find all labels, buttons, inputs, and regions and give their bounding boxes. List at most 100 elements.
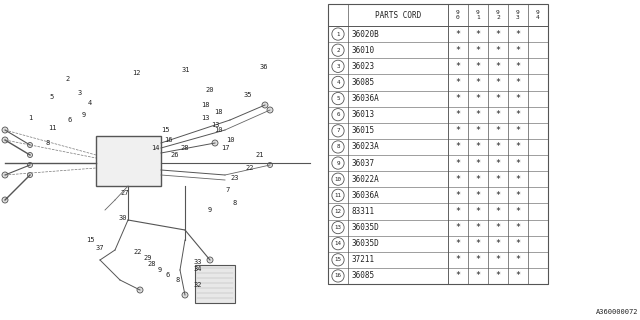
Circle shape	[2, 197, 8, 203]
Text: 2: 2	[66, 76, 70, 82]
Text: 6: 6	[166, 272, 170, 278]
Bar	[328, 4, 548, 284]
Circle shape	[268, 163, 273, 167]
Text: *: *	[456, 207, 461, 216]
Text: 37: 37	[96, 245, 104, 251]
Text: 6: 6	[68, 117, 72, 123]
Text: *: *	[515, 46, 520, 55]
Text: 28: 28	[148, 261, 156, 267]
Text: 13: 13	[211, 122, 220, 128]
Text: *: *	[456, 126, 461, 135]
Text: *: *	[476, 239, 481, 248]
Text: *: *	[456, 175, 461, 184]
Text: 9
1: 9 1	[476, 10, 480, 20]
Text: 15: 15	[335, 257, 342, 262]
Text: 13: 13	[201, 115, 209, 121]
Text: *: *	[515, 110, 520, 119]
Text: 27: 27	[121, 190, 129, 196]
Text: 7: 7	[336, 128, 340, 133]
Circle shape	[28, 163, 33, 167]
Text: 8: 8	[336, 144, 340, 149]
Circle shape	[2, 137, 8, 143]
Text: 36022A: 36022A	[352, 175, 380, 184]
Text: 36085: 36085	[352, 271, 375, 280]
Circle shape	[267, 107, 273, 113]
Text: 29: 29	[144, 255, 152, 261]
Text: 8: 8	[176, 277, 180, 283]
Text: 36023: 36023	[352, 62, 375, 71]
Text: *: *	[476, 62, 481, 71]
Text: *: *	[515, 207, 520, 216]
Text: A360000072: A360000072	[595, 309, 638, 315]
Text: *: *	[476, 29, 481, 39]
Text: *: *	[476, 175, 481, 184]
Text: 9
2: 9 2	[496, 10, 500, 20]
Text: *: *	[495, 207, 500, 216]
Text: 2: 2	[336, 48, 340, 53]
Text: *: *	[456, 239, 461, 248]
Text: 37211: 37211	[352, 255, 375, 264]
Text: 11: 11	[48, 125, 56, 131]
Text: *: *	[495, 223, 500, 232]
Text: *: *	[456, 110, 461, 119]
Text: *: *	[456, 255, 461, 264]
Bar	[195, 265, 235, 303]
Text: 16: 16	[335, 273, 342, 278]
Text: *: *	[456, 142, 461, 151]
Text: 20: 20	[205, 87, 214, 93]
Text: 15: 15	[86, 237, 94, 243]
Text: *: *	[456, 94, 461, 103]
Text: *: *	[495, 271, 500, 280]
Text: 26: 26	[171, 152, 179, 158]
Text: *: *	[495, 159, 500, 168]
Text: *: *	[476, 46, 481, 55]
Text: 8: 8	[46, 140, 50, 146]
Text: *: *	[515, 191, 520, 200]
Text: 36085: 36085	[352, 78, 375, 87]
Text: *: *	[515, 255, 520, 264]
Text: *: *	[495, 255, 500, 264]
Text: 15: 15	[161, 127, 169, 133]
Text: 12: 12	[335, 209, 342, 214]
Text: *: *	[476, 271, 481, 280]
Text: *: *	[476, 159, 481, 168]
Text: 9: 9	[82, 112, 86, 118]
Text: 4: 4	[88, 100, 92, 106]
Circle shape	[207, 257, 213, 263]
Circle shape	[137, 287, 143, 293]
Text: 36036A: 36036A	[352, 94, 380, 103]
Text: 36015: 36015	[352, 126, 375, 135]
Text: 16: 16	[164, 137, 172, 143]
Text: 9: 9	[336, 161, 340, 165]
Circle shape	[212, 140, 218, 146]
Text: *: *	[515, 159, 520, 168]
Text: *: *	[515, 223, 520, 232]
Text: *: *	[495, 46, 500, 55]
Text: 17: 17	[221, 145, 229, 151]
Text: *: *	[456, 223, 461, 232]
Text: *: *	[476, 207, 481, 216]
Text: *: *	[515, 62, 520, 71]
Text: *: *	[495, 126, 500, 135]
Text: PARTS CORD: PARTS CORD	[375, 11, 421, 20]
Text: 1: 1	[336, 32, 340, 36]
Text: *: *	[495, 191, 500, 200]
Text: *: *	[495, 29, 500, 39]
Text: 28: 28	[180, 145, 189, 151]
Text: *: *	[515, 94, 520, 103]
Circle shape	[2, 172, 8, 178]
Text: 4: 4	[336, 80, 340, 85]
Text: *: *	[495, 62, 500, 71]
Text: *: *	[515, 29, 520, 39]
Bar	[96, 136, 161, 186]
Text: *: *	[476, 223, 481, 232]
Text: 6: 6	[336, 112, 340, 117]
Text: *: *	[476, 142, 481, 151]
Text: *: *	[456, 29, 461, 39]
Text: *: *	[456, 78, 461, 87]
Text: *: *	[476, 255, 481, 264]
Text: 12: 12	[132, 70, 140, 76]
Text: *: *	[476, 191, 481, 200]
Circle shape	[262, 102, 268, 108]
Text: 36023A: 36023A	[352, 142, 380, 151]
